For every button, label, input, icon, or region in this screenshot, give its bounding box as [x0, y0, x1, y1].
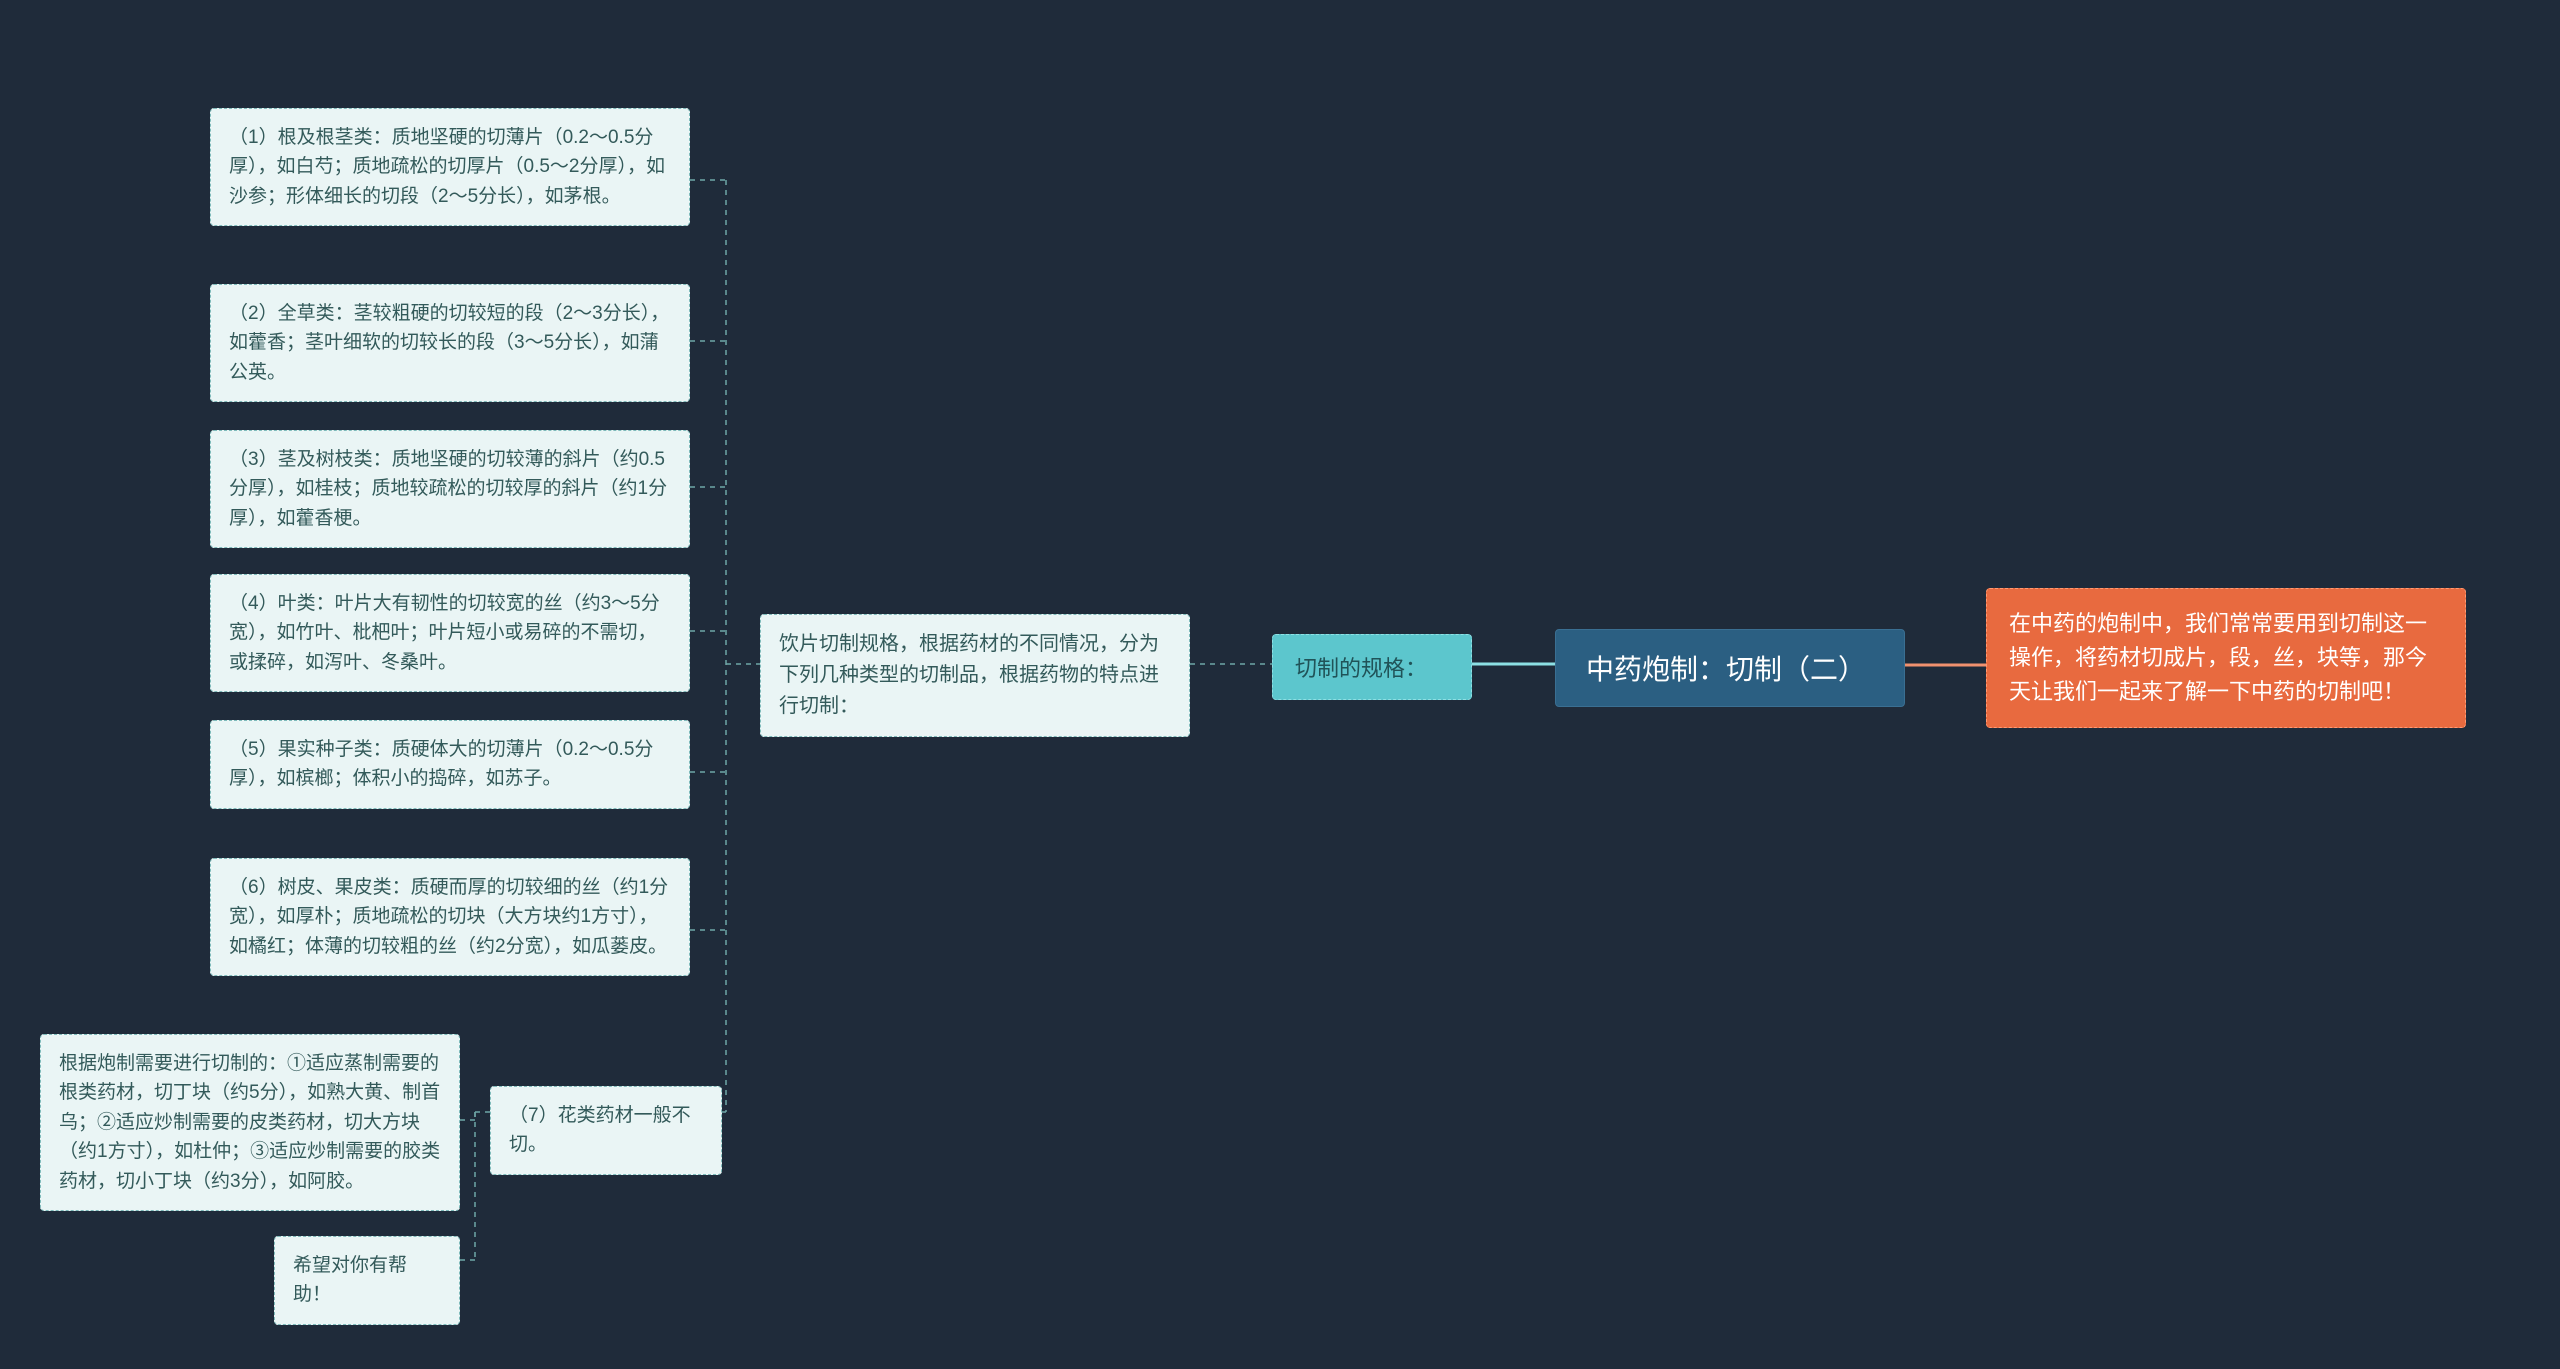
leaf-3-text: （3）茎及树枝类：质地坚硬的切较薄的斜片（约0.5分厚），如桂枝；质地较疏松的切…: [229, 449, 667, 529]
root-node: 中药炮制：切制（二）: [1555, 629, 1905, 707]
root-text: 中药炮制：切制（二）: [1586, 654, 1866, 685]
right-description: 在中药的炮制中，我们常常要用到切制这一操作，将药材切成片，段，丝，块等，那今天让…: [1986, 588, 2466, 728]
sub-leaf-2: 希望对你有帮助！: [274, 1236, 460, 1325]
sub-leaf-1-text: 根据炮制需要进行切制的：①适应蒸制需要的根类药材，切丁块（约5分），如熟大黄、制…: [59, 1053, 440, 1192]
explain-box: 饮片切制规格，根据药材的不同情况，分为下列几种类型的切制品，根据药物的特点进行切…: [760, 614, 1190, 737]
explain-text: 饮片切制规格，根据药材的不同情况，分为下列几种类型的切制品，根据药物的特点进行切…: [779, 633, 1159, 717]
leaf-1-text: （1）根及根茎类：质地坚硬的切薄片（0.2～0.5分厚），如白芍；质地疏松的切厚…: [229, 127, 665, 207]
leaf-4: （4）叶类：叶片大有韧性的切较宽的丝（约3～5分宽），如竹叶、枇杷叶；叶片短小或…: [210, 574, 690, 692]
leaf-6: （6）树皮、果皮类：质硬而厚的切较细的丝（约1分宽），如厚朴；质地疏松的切块（大…: [210, 858, 690, 976]
leaf-7: （7）花类药材一般不切。: [490, 1086, 722, 1175]
sub-leaf-2-text: 希望对你有帮助！: [293, 1255, 407, 1305]
left-label-text: 切制的规格：: [1295, 656, 1427, 681]
leaf-5-text: （5）果实种子类：质硬体大的切薄片（0.2～0.5分厚），如槟榔；体积小的捣碎，…: [229, 739, 653, 789]
sub-leaf-1: 根据炮制需要进行切制的：①适应蒸制需要的根类药材，切丁块（约5分），如熟大黄、制…: [40, 1034, 460, 1211]
leaf-7-text: （7）花类药材一般不切。: [509, 1105, 691, 1155]
leaf-5: （5）果实种子类：质硬体大的切薄片（0.2～0.5分厚），如槟榔；体积小的捣碎，…: [210, 720, 690, 809]
leaf-4-text: （4）叶类：叶片大有韧性的切较宽的丝（约3～5分宽），如竹叶、枇杷叶；叶片短小或…: [229, 593, 660, 673]
leaf-2-text: （2）全草类：茎较粗硬的切较短的段（2～3分长），如藿香；茎叶细软的切较长的段（…: [229, 303, 669, 383]
right-description-text: 在中药的炮制中，我们常常要用到切制这一操作，将药材切成片，段，丝，块等，那今天让…: [2009, 611, 2427, 704]
leaf-1: （1）根及根茎类：质地坚硬的切薄片（0.2～0.5分厚），如白芍；质地疏松的切厚…: [210, 108, 690, 226]
left-label: 切制的规格：: [1272, 634, 1472, 700]
leaf-2: （2）全草类：茎较粗硬的切较短的段（2～3分长），如藿香；茎叶细软的切较长的段（…: [210, 284, 690, 402]
leaf-6-text: （6）树皮、果皮类：质硬而厚的切较细的丝（约1分宽），如厚朴；质地疏松的切块（大…: [229, 877, 668, 957]
leaf-3: （3）茎及树枝类：质地坚硬的切较薄的斜片（约0.5分厚），如桂枝；质地较疏松的切…: [210, 430, 690, 548]
